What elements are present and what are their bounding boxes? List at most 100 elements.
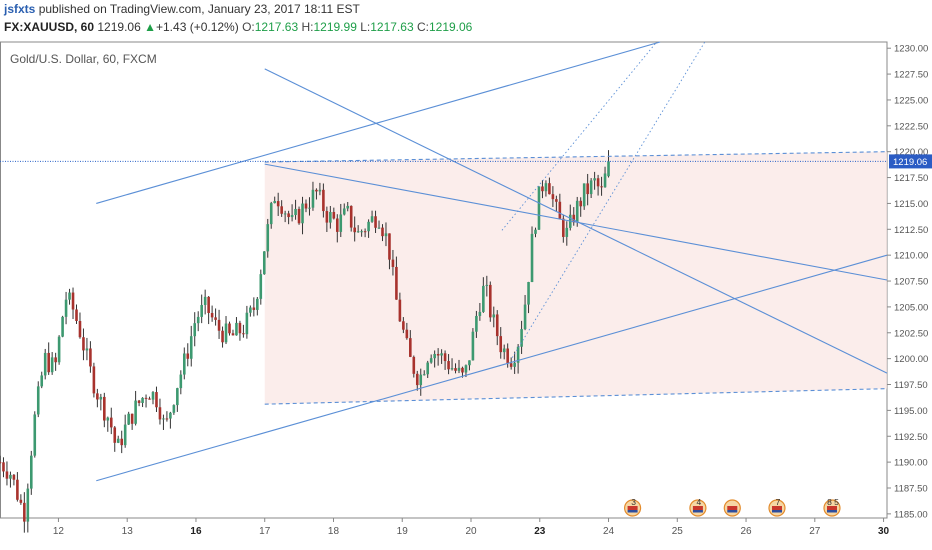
channel-top-line[interactable] bbox=[264, 163, 888, 281]
dotted-channel-line-b[interactable] bbox=[511, 41, 706, 358]
candle-body bbox=[210, 312, 214, 318]
candle-body bbox=[235, 322, 238, 336]
candle-body bbox=[40, 375, 44, 387]
candle-body bbox=[325, 211, 329, 223]
candle-body bbox=[148, 398, 151, 400]
candle-body bbox=[231, 333, 235, 336]
upper-rising-line[interactable] bbox=[96, 41, 661, 204]
candle-body bbox=[169, 412, 172, 419]
candle-body bbox=[12, 474, 16, 480]
candle-body bbox=[273, 201, 277, 204]
candle-body bbox=[224, 323, 228, 343]
upper-horizontal-line[interactable] bbox=[264, 151, 888, 163]
candle-body bbox=[103, 396, 106, 421]
candle-body bbox=[207, 296, 210, 313]
x-tick-label: 18 bbox=[328, 526, 340, 537]
candle-body bbox=[172, 405, 176, 413]
lower-horizontal-line[interactable] bbox=[264, 388, 888, 405]
candle-body bbox=[141, 397, 144, 403]
candle-body bbox=[409, 338, 412, 357]
candle-body bbox=[391, 259, 395, 267]
candle-body bbox=[600, 186, 603, 188]
open-value: 1217.63 bbox=[254, 20, 299, 34]
candle-body bbox=[412, 356, 416, 374]
x-tick-label: 12 bbox=[53, 526, 65, 537]
candle-body bbox=[544, 183, 548, 192]
candle-body bbox=[562, 218, 565, 237]
candle-body bbox=[252, 307, 256, 310]
candle-body bbox=[582, 183, 586, 207]
candle-body bbox=[426, 362, 430, 375]
candle-body bbox=[262, 251, 266, 275]
price-chart[interactable]: 1185.00 1187.50 1190.00 1192.50 1195.00 1197.… bbox=[0, 38, 932, 550]
candle-body bbox=[461, 367, 464, 373]
candle-body bbox=[384, 233, 388, 237]
candle-body bbox=[447, 361, 450, 370]
candle-body bbox=[388, 233, 391, 260]
candle-body bbox=[283, 213, 287, 215]
candle-body bbox=[457, 367, 461, 371]
candle-body bbox=[433, 353, 436, 359]
candle-body bbox=[193, 323, 197, 337]
publish-info: jsfxts published on TradingView.com, Jan… bbox=[4, 2, 360, 16]
candle-body bbox=[33, 414, 37, 456]
candle-body bbox=[575, 200, 579, 223]
candle-body bbox=[492, 314, 496, 318]
y-tick-label: 1227.50 bbox=[894, 70, 928, 81]
candle-body bbox=[189, 336, 193, 359]
candle-body bbox=[134, 400, 137, 424]
symbol-label[interactable]: FX:XAUUSD, 60 bbox=[4, 20, 95, 34]
candle-body bbox=[176, 388, 179, 406]
candle-body bbox=[64, 299, 68, 317]
candle-body bbox=[304, 203, 308, 209]
candle-body bbox=[290, 215, 294, 218]
candle-body bbox=[603, 173, 607, 188]
shaded-channel bbox=[264, 151, 887, 405]
candle-body bbox=[555, 199, 558, 202]
candle-body bbox=[120, 438, 124, 446]
candle-body bbox=[537, 186, 541, 230]
chart-title: Gold/U.S. Dollar, 60, FXCM bbox=[10, 52, 157, 66]
candle-body bbox=[2, 462, 5, 472]
author-link[interactable]: jsfxts bbox=[4, 2, 36, 16]
candle-body bbox=[471, 331, 475, 361]
candle-body bbox=[106, 417, 110, 421]
candle-body bbox=[137, 400, 141, 403]
candle-body bbox=[315, 189, 318, 192]
channel-bottom-line[interactable] bbox=[264, 68, 888, 374]
candle-body bbox=[342, 208, 346, 215]
candle-body bbox=[75, 309, 78, 321]
chart-area[interactable]: 1185.00 1187.50 1190.00 1192.50 1195.00 1197.… bbox=[0, 38, 932, 550]
published-text: published on TradingView.com, January 23… bbox=[35, 2, 360, 16]
x-tick-label: 17 bbox=[259, 526, 271, 537]
candle-body bbox=[322, 189, 325, 212]
candle-body bbox=[495, 314, 499, 337]
candle-body bbox=[57, 336, 61, 363]
candle-body bbox=[398, 299, 402, 322]
candle-body bbox=[523, 304, 527, 330]
candle-body bbox=[329, 211, 332, 223]
candle-body bbox=[29, 455, 33, 489]
dotted-channel-line-a[interactable] bbox=[501, 41, 658, 231]
candle-body bbox=[339, 214, 343, 232]
candle-body bbox=[596, 178, 600, 187]
candle-body bbox=[478, 311, 482, 316]
candle-body bbox=[488, 284, 492, 318]
candle-body bbox=[509, 363, 513, 367]
x-tick-label: 24 bbox=[603, 526, 615, 537]
candle-body bbox=[454, 368, 457, 371]
candle-body bbox=[179, 374, 183, 389]
candle-body bbox=[422, 374, 426, 376]
candle-body bbox=[99, 396, 103, 400]
candle-body bbox=[353, 227, 356, 233]
lower-rising-line[interactable] bbox=[96, 254, 888, 482]
publish-header: jsfxts published on TradingView.com, Jan… bbox=[0, 0, 932, 38]
candle-body bbox=[50, 357, 54, 373]
candle-body bbox=[217, 319, 221, 331]
candle-body bbox=[16, 479, 19, 500]
price-badge-box bbox=[889, 154, 932, 169]
y-tick-label: 1202.50 bbox=[894, 328, 928, 339]
candle-body bbox=[221, 330, 224, 343]
candle-body bbox=[565, 227, 569, 237]
event-count: 7 bbox=[776, 497, 781, 507]
